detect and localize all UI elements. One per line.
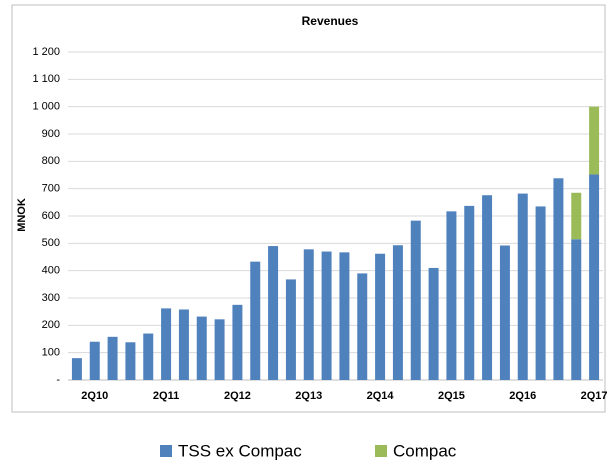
bar xyxy=(553,178,564,380)
x-tick-label: 2Q10 xyxy=(81,390,108,402)
bar xyxy=(392,245,403,380)
bar xyxy=(71,358,82,380)
legend-label: Compac xyxy=(393,441,457,460)
x-tick-label: 2Q15 xyxy=(438,390,465,402)
bar xyxy=(161,308,172,380)
y-tick-label: 600 xyxy=(42,210,60,222)
y-tick-label: 900 xyxy=(42,128,60,140)
x-tick-label: 2Q12 xyxy=(224,390,251,402)
bar xyxy=(375,253,386,380)
bar xyxy=(499,245,510,380)
bar xyxy=(107,336,118,380)
y-tick-label: 1 000 xyxy=(32,101,60,113)
bar xyxy=(517,193,528,380)
bar xyxy=(571,239,582,380)
bar xyxy=(178,309,189,380)
bar xyxy=(571,192,582,240)
bar xyxy=(303,249,314,380)
x-tick-label: 2Q16 xyxy=(509,390,536,402)
bar xyxy=(589,174,600,380)
bar xyxy=(410,220,421,380)
y-tick-label: 800 xyxy=(42,155,60,167)
bar xyxy=(143,333,154,380)
bar xyxy=(482,195,493,380)
bar xyxy=(339,252,350,380)
chart-title: Revenues xyxy=(302,14,359,28)
legend-swatch xyxy=(160,445,172,457)
x-tick-label: 2Q17 xyxy=(581,390,608,402)
legend-swatch xyxy=(375,445,387,457)
bar xyxy=(446,211,457,380)
bar xyxy=(196,316,207,380)
y-tick-label: 200 xyxy=(42,319,60,331)
bar xyxy=(535,206,546,380)
bar xyxy=(125,342,136,380)
y-tick-label: - xyxy=(56,374,60,386)
bar xyxy=(321,251,332,380)
bar xyxy=(428,267,439,380)
y-tick-label: 400 xyxy=(42,265,60,277)
x-tick-label: 2Q14 xyxy=(367,390,395,402)
bar xyxy=(250,261,261,380)
y-tick-label: 300 xyxy=(42,292,60,304)
y-tick-label: 1 200 xyxy=(32,46,60,58)
legend-label: TSS ex Compac xyxy=(178,441,302,460)
y-tick-label: 100 xyxy=(42,347,60,359)
bar xyxy=(268,246,279,380)
y-tick-label: 700 xyxy=(42,183,60,195)
y-tick-label: 1 100 xyxy=(32,73,60,85)
x-tick-label: 2Q11 xyxy=(153,390,179,402)
bar xyxy=(589,106,600,175)
bar xyxy=(232,304,243,380)
bar xyxy=(285,279,296,380)
bar xyxy=(214,319,225,380)
y-tick-label: 500 xyxy=(42,237,60,249)
y-axis-label: MNOK xyxy=(16,198,28,232)
bar xyxy=(357,273,368,380)
bar xyxy=(464,205,475,380)
x-tick-label: 2Q13 xyxy=(295,390,322,402)
bar xyxy=(89,341,100,380)
